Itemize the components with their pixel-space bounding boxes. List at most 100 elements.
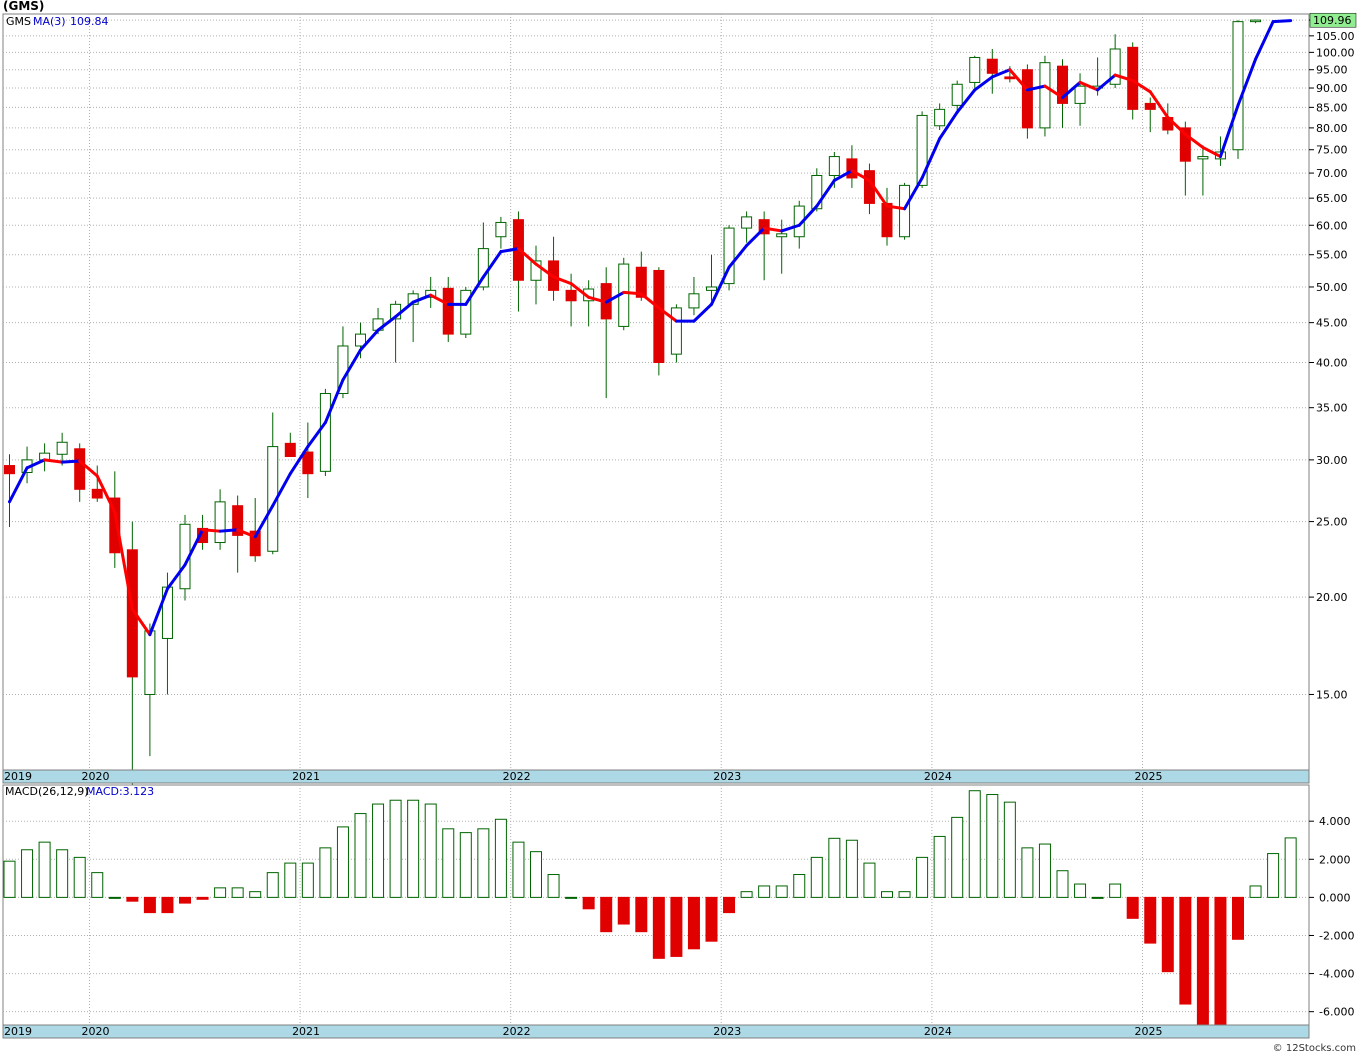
- candle-down: [109, 497, 121, 554]
- price-tick-label: 25.00: [1316, 516, 1348, 529]
- price-tick-label: 30.00: [1316, 454, 1348, 467]
- macd-bar-positive: [512, 841, 525, 898]
- legend-ma-value: 109.84: [70, 15, 109, 28]
- macd-bar-positive: [740, 891, 753, 898]
- candle-down: [1057, 65, 1068, 104]
- ma-segment: [306, 421, 327, 449]
- candle-up: [934, 108, 946, 127]
- year-label: 2021: [292, 770, 320, 783]
- legend-symbol: GMS: [6, 15, 31, 28]
- macd-bar-positive: [284, 862, 297, 898]
- ma-segment: [218, 528, 240, 533]
- macd-bar-positive: [828, 837, 841, 898]
- macd-bar-positive: [881, 891, 893, 898]
- macd-bar-positive: [793, 874, 806, 898]
- candle-down: [986, 58, 998, 74]
- ma-segment: [165, 563, 187, 591]
- macd-bar-negative: [1196, 896, 1209, 1026]
- candle-up: [899, 184, 911, 238]
- ma-segment: [1078, 80, 1100, 92]
- ma-segment: [499, 247, 520, 254]
- candle-up: [916, 114, 928, 186]
- ma-segment: [1201, 145, 1222, 159]
- candle-up: [355, 333, 366, 347]
- macd-bar-positive: [1249, 885, 1262, 898]
- macd-bar-positive: [863, 862, 876, 898]
- candle-up: [460, 289, 472, 335]
- ma-segment: [516, 247, 538, 266]
- ma-segment: [1236, 57, 1258, 107]
- macd-bar-negative: [705, 896, 718, 942]
- last-price-box: [1309, 12, 1357, 28]
- candle-up: [1074, 85, 1086, 104]
- price-tick-label: 45.00: [1316, 317, 1348, 330]
- ma-segment: [236, 528, 257, 539]
- candle-up: [688, 293, 700, 309]
- price-tick-label: 100.00: [1316, 46, 1355, 59]
- macd-bar-positive: [530, 851, 542, 898]
- footer-credit: © 12Stocks.com: [1272, 1043, 1356, 1054]
- macd-bar-positive: [916, 856, 929, 898]
- candle-down: [442, 287, 454, 335]
- candle-up: [319, 392, 331, 472]
- macd-bar-negative: [582, 896, 595, 910]
- ma-segment: [990, 68, 1012, 79]
- macd-tick-label: 0.000: [1319, 891, 1351, 904]
- ma-segment: [1096, 73, 1117, 92]
- macd-y-axis: -6.000 -4.000 -2.000 0.000 2.000 4.000: [1309, 815, 1354, 1019]
- macd-bar-positive: [986, 794, 999, 898]
- ma-segment: [815, 178, 836, 208]
- ma-segment: [411, 293, 433, 304]
- macd-bar-positive: [758, 885, 771, 898]
- macd-bar-positive: [389, 799, 402, 898]
- year-label: 2025: [1134, 770, 1162, 783]
- ma-segment: [1148, 90, 1170, 119]
- candle-up: [1039, 62, 1051, 129]
- ma-segment: [587, 295, 608, 304]
- price-gridlines: [3, 14, 1309, 770]
- candle-up: [811, 175, 823, 210]
- candle-down: [635, 266, 647, 298]
- macd-bar-negative: [143, 896, 156, 914]
- ma-segment: [95, 474, 117, 514]
- ma-segment: [1043, 84, 1064, 100]
- ma-segment: [745, 226, 766, 248]
- ma-segment: [43, 458, 64, 464]
- macd-bar-negative: [1232, 896, 1244, 940]
- price-x-axis-band: [2, 769, 1310, 784]
- price-tick-label: 50.00: [1316, 281, 1348, 294]
- year-label: 2021: [292, 1025, 320, 1038]
- candle-down: [284, 442, 296, 457]
- candle-up: [741, 216, 753, 229]
- macd-bar-positive: [951, 816, 964, 898]
- candle-down: [1144, 102, 1156, 110]
- last-price-label: 109.96: [1313, 14, 1352, 27]
- macd-bar-positive: [845, 839, 858, 898]
- macd-panel: -6.000 -4.000 -2.000 0.000 2.000 4.000 MACD(2…: [2, 784, 1354, 1039]
- macd-tick-label: 2.000: [1319, 853, 1351, 866]
- ma-segment: [832, 169, 854, 182]
- macd-bar-positive: [1056, 870, 1069, 898]
- macd-bar-positive: [1021, 847, 1034, 898]
- ma-segment: [1183, 132, 1205, 149]
- macd-bar-positive: [301, 862, 314, 898]
- ma-segment: [692, 302, 713, 323]
- candle-down: [565, 289, 577, 302]
- ma-segment: [271, 472, 292, 508]
- ma-segment: [1218, 103, 1240, 159]
- year-label: 2019: [4, 1025, 32, 1038]
- price-x-axis-labels: 2019 2020 2021 2022 2023 2024 2025: [4, 770, 1162, 783]
- candle-up: [1197, 156, 1209, 160]
- macd-bar-positive: [494, 818, 507, 898]
- macd-value: MACD:3.123: [86, 785, 154, 798]
- candle-up: [495, 221, 507, 238]
- macd-bar-negative: [617, 896, 630, 925]
- ma-segment: [727, 244, 749, 269]
- ma-segment: [1008, 68, 1029, 92]
- price-tick-label: 60.00: [1316, 219, 1348, 232]
- year-label: 2023: [713, 770, 741, 783]
- ma-segment: [955, 88, 977, 114]
- macd-bar-positive: [354, 813, 367, 898]
- macd-x-axis-band: [2, 1024, 1310, 1039]
- ma-segment: [938, 110, 959, 141]
